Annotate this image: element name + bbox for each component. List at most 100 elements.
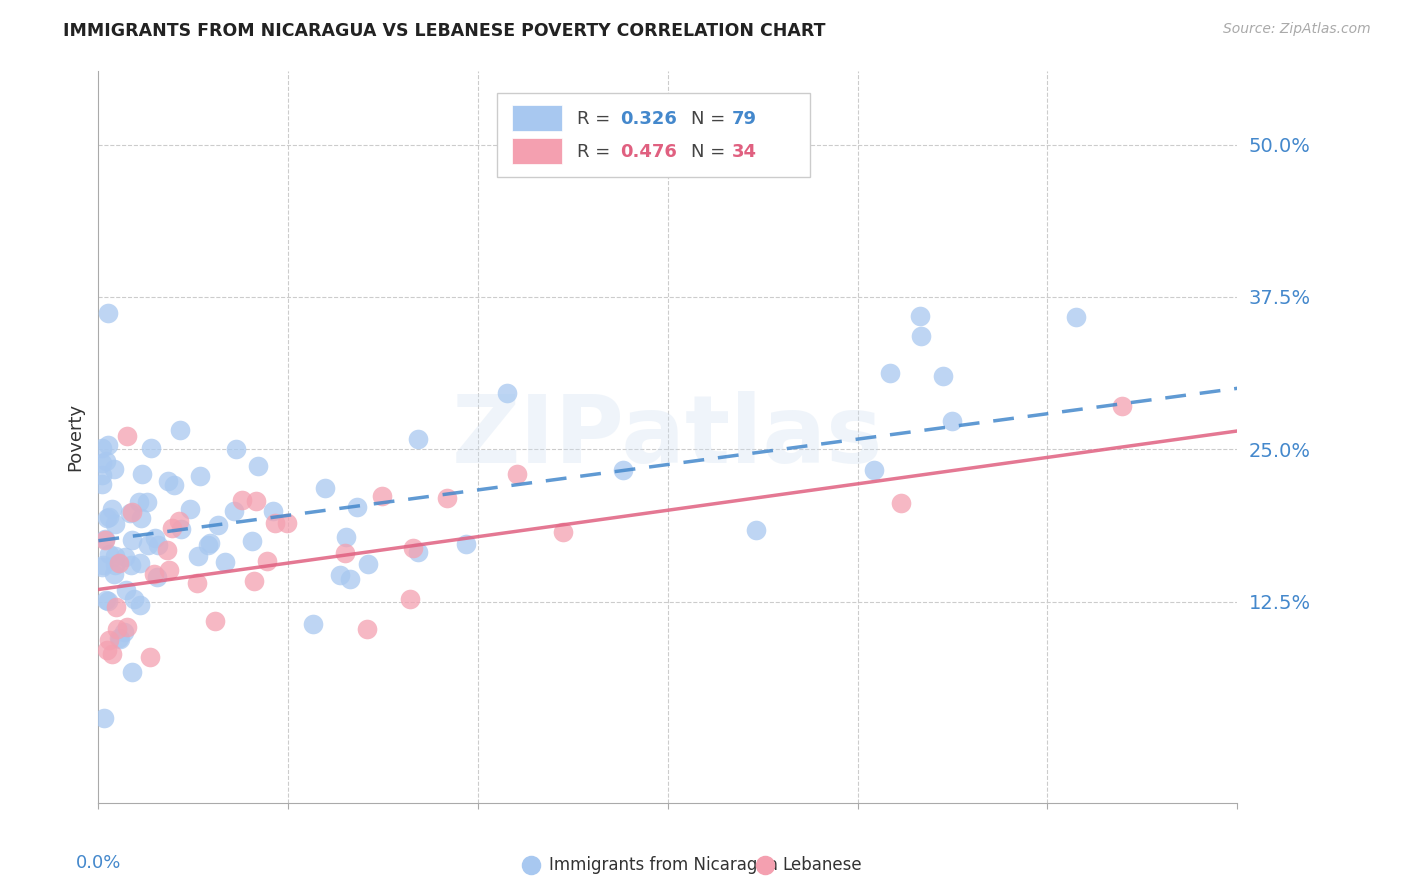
Text: R =: R = (576, 110, 616, 128)
Point (879, 366, 901, 380)
Point (145, 570, 167, 584)
Text: R =: R = (576, 143, 616, 161)
Point (276, 516, 298, 530)
Point (302, 617, 325, 632)
Point (94, 453, 117, 467)
Point (506, 467, 529, 481)
Point (139, 442, 162, 456)
Point (247, 458, 270, 473)
Text: 0.476: 0.476 (620, 143, 676, 161)
Point (107, 557, 129, 571)
Point (94, 593, 117, 607)
FancyBboxPatch shape (498, 94, 810, 178)
Point (264, 516, 287, 530)
Point (496, 385, 519, 400)
Point (136, 538, 159, 552)
Point (1064, 310, 1087, 324)
Point (329, 568, 352, 582)
Point (245, 494, 267, 508)
Point (197, 538, 219, 552)
Point (121, 665, 143, 679)
Text: 0.326: 0.326 (620, 110, 676, 128)
Point (115, 620, 138, 634)
Point (104, 549, 127, 563)
Point (105, 622, 128, 636)
Point (104, 516, 127, 531)
Point (357, 557, 380, 571)
Point (97, 438, 120, 452)
Point (97, 547, 120, 561)
Point (96, 643, 118, 657)
Point (910, 310, 932, 324)
Point (129, 510, 152, 524)
Text: ZIPatlas: ZIPatlas (453, 391, 883, 483)
Point (91, 559, 114, 574)
Point (91, 558, 114, 572)
Point (115, 428, 138, 442)
Point (108, 631, 131, 645)
Point (104, 558, 127, 573)
Point (97, 306, 120, 320)
Point (108, 632, 131, 646)
Point (91, 477, 114, 491)
Point (187, 549, 209, 563)
Point (333, 546, 356, 560)
Point (104, 600, 127, 615)
Point (200, 536, 222, 550)
Point (167, 514, 190, 528)
Point (91, 441, 114, 455)
Point (240, 533, 263, 548)
Point (399, 591, 422, 606)
Text: N =: N = (690, 143, 731, 161)
Point (124, 592, 146, 607)
Point (346, 500, 368, 515)
Point (156, 543, 179, 558)
Point (256, 554, 278, 568)
Point (863, 463, 886, 477)
Point (100, 648, 122, 662)
Point (91, 456, 114, 470)
Point (314, 481, 336, 495)
Point (406, 433, 429, 447)
Point (114, 549, 136, 564)
Point (96, 511, 118, 525)
Point (121, 505, 143, 519)
Text: 0.0%: 0.0% (76, 854, 121, 872)
Text: Lebanese: Lebanese (783, 856, 862, 874)
Point (204, 614, 226, 628)
Point (406, 545, 429, 559)
Point (118, 507, 141, 521)
Point (103, 461, 125, 475)
Point (335, 529, 357, 543)
Point (231, 492, 253, 507)
Point (112, 625, 135, 640)
Point (157, 563, 180, 577)
Point (370, 490, 392, 504)
FancyBboxPatch shape (512, 138, 562, 164)
Point (932, 368, 955, 383)
FancyBboxPatch shape (512, 105, 562, 131)
Point (157, 475, 180, 489)
Point (129, 598, 152, 612)
Point (1111, 400, 1133, 414)
Point (170, 522, 193, 536)
Point (139, 650, 162, 665)
Point (551, 524, 574, 539)
Point (889, 496, 911, 510)
Text: 34: 34 (731, 143, 756, 161)
Point (135, 495, 157, 509)
Point (179, 501, 201, 516)
Point (214, 555, 236, 569)
Text: IMMIGRANTS FROM NICARAGUA VS LEBANESE POVERTY CORRELATION CHART: IMMIGRANTS FROM NICARAGUA VS LEBANESE PO… (63, 22, 825, 40)
Point (91, 467, 114, 482)
Point (222, 504, 245, 518)
Point (101, 501, 124, 516)
Point (131, 467, 153, 482)
Point (744, 523, 766, 537)
Point (186, 576, 208, 591)
Point (94, 533, 117, 548)
Point (93, 711, 115, 725)
Point (160, 520, 183, 534)
Point (121, 533, 143, 548)
Point (262, 503, 284, 517)
